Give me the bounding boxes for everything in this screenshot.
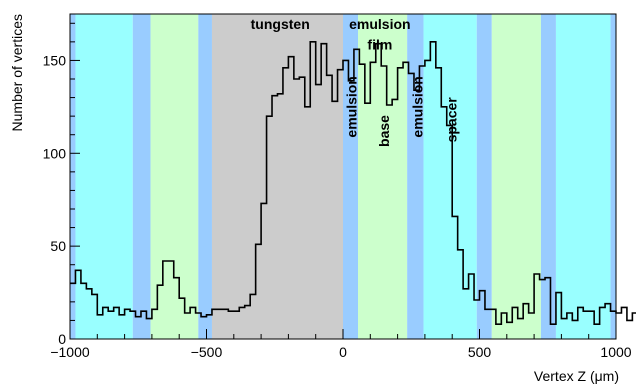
region-emulsion-12 (540, 14, 556, 339)
region-emulsion-10 (476, 14, 492, 339)
region-base-7 (358, 14, 408, 339)
y-tick-label: 0 (58, 331, 66, 347)
x-tick-label: −1000 (50, 344, 90, 360)
annotation-tungsten-0: tungsten (251, 16, 310, 32)
x-tick-label: −500 (191, 344, 223, 360)
region-tungsten-5 (211, 14, 343, 339)
x-tick-label: 500 (468, 344, 492, 360)
y-axis: 0 50 100 150 (43, 22, 80, 347)
x-axis-title: Vertex Z (μm) (534, 368, 619, 384)
annotation-film-2: film (367, 36, 392, 52)
region-spacer-13 (555, 14, 611, 339)
annotation-emulsion-5: emulsion (409, 76, 425, 137)
annotation-spacer-6: spacer (444, 97, 460, 143)
region-emulsion-2 (132, 14, 151, 339)
region-emulsion-6 (343, 14, 359, 339)
region-spacer-1 (75, 14, 133, 339)
y-tick-label: 150 (43, 52, 67, 68)
region-emulsion-14 (610, 14, 616, 339)
region-emulsion-8 (407, 14, 424, 339)
region-base-11 (491, 14, 541, 339)
y-tick-label: 50 (50, 238, 66, 254)
region-annotations: tungsten emulsion film emulsion base emulsion… (251, 16, 460, 147)
region-emulsion-4 (198, 14, 212, 339)
annotation-base-4: base (376, 115, 392, 147)
detector-regions (70, 14, 616, 339)
region-emulsion-0 (70, 14, 76, 339)
y-tick-label: 100 (43, 145, 67, 161)
annotation-emulsion-1: emulsion (349, 16, 410, 32)
x-tick-label: 0 (339, 344, 347, 360)
region-spacer-9 (423, 14, 477, 339)
x-tick-label: 1000 (600, 344, 631, 360)
x-axis: −1000 −500 0 500 1000 (50, 329, 632, 360)
y-axis-title: Number of vertices (9, 14, 25, 131)
annotation-emulsion-3: emulsion (344, 76, 360, 137)
